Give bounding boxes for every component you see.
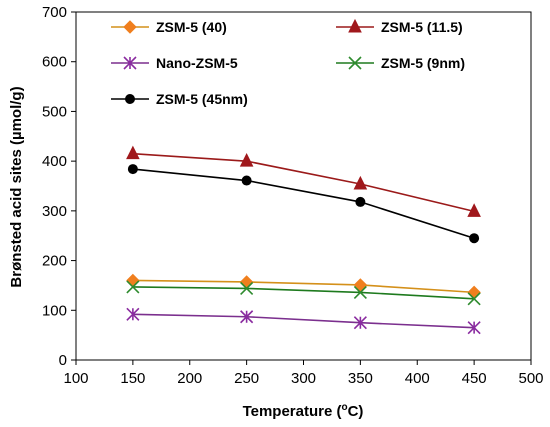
x-tick-label: 450 xyxy=(462,370,487,387)
legend-marker xyxy=(123,20,137,34)
legend-label: Nano-ZSM-5 xyxy=(156,55,238,71)
data-point xyxy=(467,292,481,306)
x-tick-label: 500 xyxy=(518,370,543,387)
legend-marker xyxy=(348,18,362,33)
legend-item: Nano-ZSM-5 xyxy=(111,55,238,71)
legend-item: ZSM-5 (11.5) xyxy=(336,18,463,35)
y-tick-label: 600 xyxy=(42,54,67,71)
series-line xyxy=(132,152,475,213)
data-point xyxy=(355,196,366,207)
series-2 xyxy=(126,307,481,335)
series-line xyxy=(132,313,475,329)
data-point xyxy=(126,307,140,321)
data-point xyxy=(126,145,140,160)
data-point xyxy=(353,278,368,292)
x-tick-label: 350 xyxy=(348,370,373,387)
data-point xyxy=(240,310,254,324)
data-point xyxy=(353,175,368,190)
y-tick-label: 400 xyxy=(42,153,67,170)
series-0 xyxy=(126,273,481,300)
y-tick-label: 0 xyxy=(59,352,67,369)
legend-label: ZSM-5 (45nm) xyxy=(156,91,248,107)
x-tick-label: 150 xyxy=(120,370,145,387)
legend-item: ZSM-5 (40) xyxy=(111,19,227,35)
series-3 xyxy=(126,280,481,306)
series-4 xyxy=(127,164,480,244)
data-point xyxy=(239,153,254,167)
legend-label: ZSM-5 (40) xyxy=(156,19,227,35)
x-axis-title-main: Temperature ( xyxy=(243,403,342,420)
x-tick-label: 250 xyxy=(234,370,259,387)
series-line xyxy=(132,286,475,300)
y-tick-label: 300 xyxy=(42,203,67,220)
legend-marker xyxy=(123,56,137,70)
data-point xyxy=(126,273,140,288)
legend-item: ZSM-5 (9nm) xyxy=(336,55,465,71)
legend: ZSM-5 (40) ZSM-5 (11.5) Nano-ZSM-5 ZSM-5 (9… xyxy=(111,18,465,107)
x-tick-label: 200 xyxy=(177,370,202,387)
legend-label: ZSM-5 (11.5) xyxy=(381,19,463,35)
data-point xyxy=(469,233,480,244)
data-point xyxy=(467,285,481,300)
x-axis-title-suffix: C) xyxy=(348,403,364,420)
legend-item: ZSM-5 (45nm) xyxy=(111,91,248,107)
data-point xyxy=(467,203,481,217)
data-point xyxy=(241,175,252,186)
y-tick-label: 500 xyxy=(42,103,67,120)
x-axis-title-sup: o xyxy=(341,402,347,413)
data-point xyxy=(127,164,138,175)
data-point xyxy=(467,321,481,335)
data-point xyxy=(126,280,140,294)
y-axis-title: Brønsted acid sites (µmol/g) xyxy=(8,86,25,287)
data-point xyxy=(353,316,367,330)
legend-marker xyxy=(348,56,362,70)
legend-label: ZSM-5 (9nm) xyxy=(381,55,465,71)
data-point xyxy=(240,281,254,295)
x-tick-label: 100 xyxy=(63,370,88,387)
y-tick-label: 200 xyxy=(42,253,67,270)
y-tick-label: 100 xyxy=(42,302,67,319)
x-axis-title: Temperature (oC) xyxy=(243,402,364,420)
series-layer xyxy=(126,145,481,335)
legend-marker xyxy=(125,94,135,104)
data-point xyxy=(353,285,367,299)
series-line xyxy=(132,168,475,239)
data-point xyxy=(239,275,254,289)
series-line xyxy=(132,279,475,294)
x-tick-label: 400 xyxy=(405,370,430,387)
x-tick-label: 300 xyxy=(291,370,316,387)
series-1 xyxy=(126,145,481,217)
y-tick-label: 700 xyxy=(42,4,67,21)
